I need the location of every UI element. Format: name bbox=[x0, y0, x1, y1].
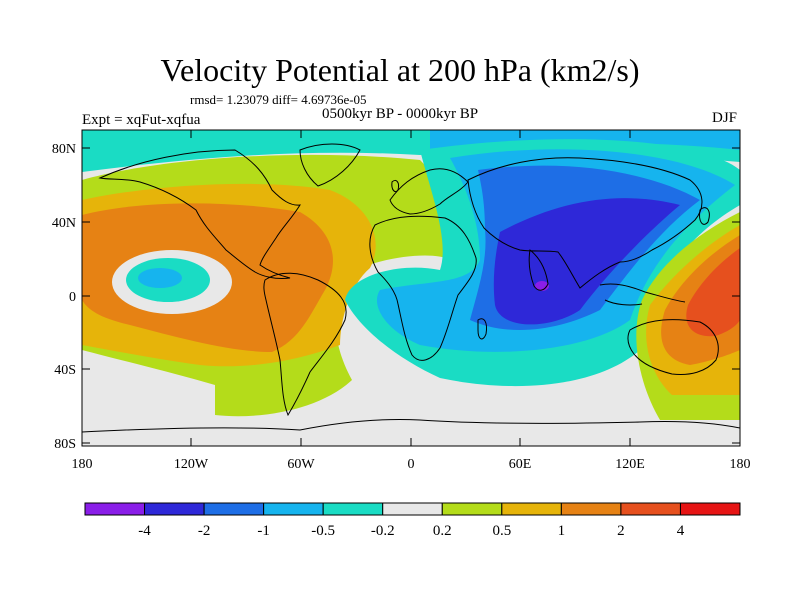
coast-europe bbox=[389, 168, 469, 215]
field-negative-pocket-1 bbox=[138, 268, 182, 288]
coast-greenland bbox=[299, 143, 361, 187]
coast-india bbox=[528, 249, 549, 291]
lon-label-0: 0 bbox=[408, 457, 415, 472]
colorbar-label: 2 bbox=[617, 523, 625, 539]
colorbar-swatch bbox=[501, 502, 562, 516]
stats-text: rmsd= 1.23079 diff= 4.69736e-05 bbox=[190, 92, 367, 107]
coast-africa bbox=[369, 215, 477, 361]
colorbar-swatch bbox=[560, 502, 622, 516]
field-negative-east-4 bbox=[493, 198, 680, 325]
coast-south-america bbox=[263, 272, 347, 417]
colorbar-label: -0.2 bbox=[371, 523, 395, 539]
colorbar-label: -0.5 bbox=[311, 523, 335, 539]
field-positive-wpac-4 bbox=[686, 248, 740, 337]
colorbar-swatch bbox=[620, 502, 681, 516]
lon-label-60e: 60E bbox=[509, 457, 532, 472]
experiment-label: Expt = xqFut-xqfua bbox=[82, 112, 201, 128]
lon-label-60w: 60W bbox=[287, 457, 315, 472]
colorbar-label: 1 bbox=[558, 523, 566, 539]
coast-north-america bbox=[98, 149, 301, 279]
colorbar-swatch bbox=[322, 502, 384, 516]
coast-asia bbox=[467, 157, 703, 289]
colorbar-swatch bbox=[84, 502, 146, 516]
lon-label-180w: 180 bbox=[72, 457, 93, 472]
lon-label-120e: 120E bbox=[615, 457, 645, 472]
lon-label-120w: 120W bbox=[174, 457, 209, 472]
lat-label-80n: 80N bbox=[52, 142, 76, 157]
colorbar-swatch bbox=[382, 502, 443, 516]
lat-label-0: 0 bbox=[69, 290, 76, 305]
plot-title: Velocity Potential at 200 hPa (km2/s) bbox=[160, 52, 640, 88]
coastlines bbox=[82, 143, 740, 433]
period-label: 0500kyr BP - 0000kyr BP bbox=[322, 106, 479, 122]
lon-ticks bbox=[190, 130, 631, 446]
coast-uk bbox=[391, 179, 399, 193]
coast-japan bbox=[699, 207, 710, 225]
coast-australia bbox=[627, 319, 719, 375]
lat-label-40n: 40N bbox=[52, 216, 76, 231]
colorbar-label: -4 bbox=[138, 523, 151, 539]
colorbar-swatch bbox=[441, 502, 503, 516]
colorbar-label: 0.5 bbox=[492, 523, 511, 539]
colorbar-swatch bbox=[263, 502, 324, 516]
lat-ticks bbox=[82, 147, 740, 444]
colorbar-swatch bbox=[679, 502, 741, 516]
lon-label-180e: 180 bbox=[730, 457, 751, 472]
colorbar-label: -2 bbox=[198, 523, 211, 539]
lat-label-80s: 80S bbox=[54, 437, 76, 452]
colorbar: -4 -2 -1 -0.5 -0.2 0.2 0.5 1 2 4 bbox=[84, 502, 741, 539]
colorbar-label: 0.2 bbox=[433, 523, 452, 539]
coast-antarctica bbox=[82, 418, 740, 433]
colorbar-label: 4 bbox=[677, 523, 685, 539]
lat-label-40s: 40S bbox=[54, 363, 76, 378]
season-label: DJF bbox=[712, 110, 738, 126]
coast-madagascar bbox=[477, 318, 487, 340]
coast-maritime-continent bbox=[599, 283, 686, 306]
colorbar-label: -1 bbox=[257, 523, 270, 539]
colorbar-swatch bbox=[203, 502, 265, 516]
velocity-potential-field bbox=[82, 130, 740, 446]
colorbar-swatch bbox=[144, 502, 205, 516]
